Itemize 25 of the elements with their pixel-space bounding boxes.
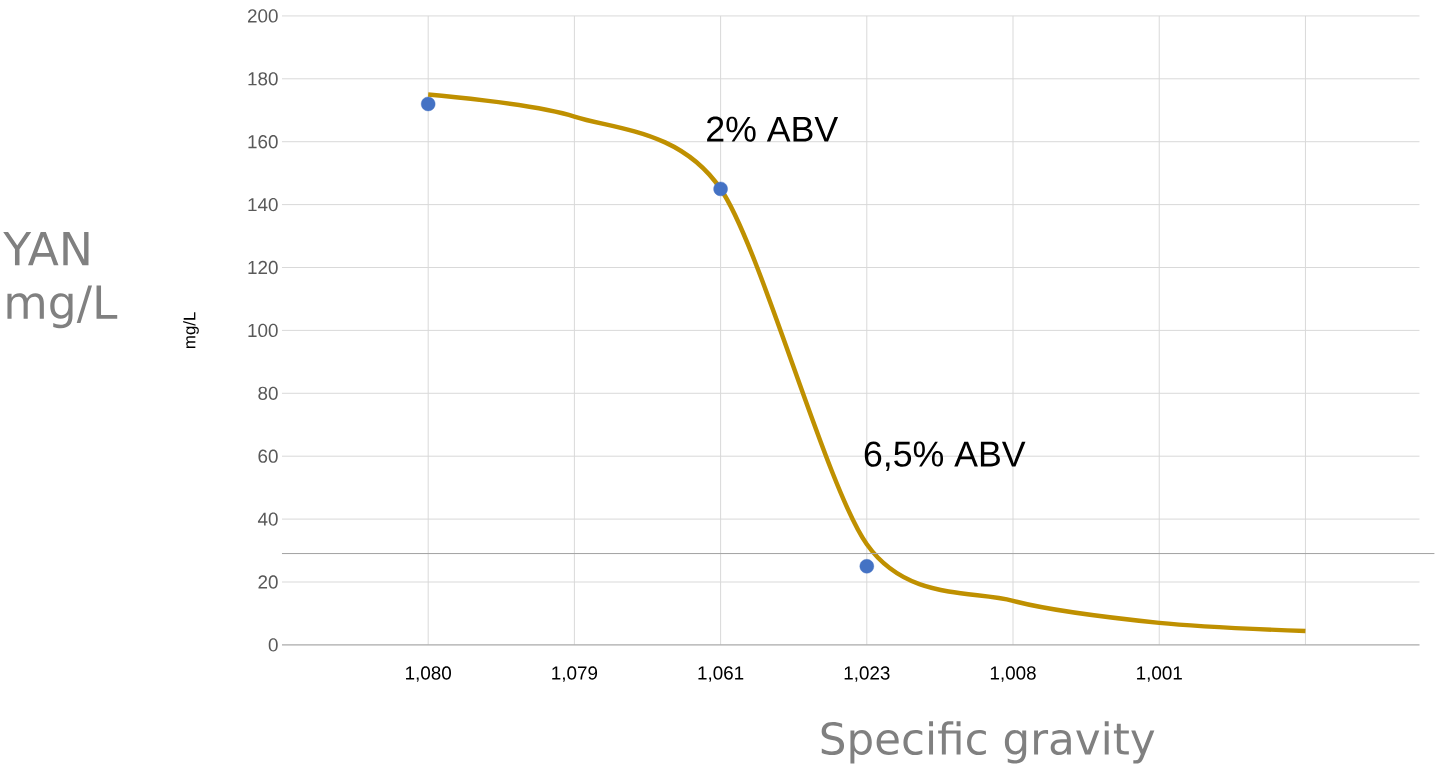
- annotation: 2% ABV: [707, 116, 839, 142]
- x-tick-label: 1,061: [698, 666, 744, 682]
- x-tick-label: 1,023: [844, 666, 890, 682]
- x-axis-title: Specific gravity: [821, 721, 1155, 764]
- y-tick-label: 80: [258, 386, 278, 400]
- y-tick-label: 200: [247, 9, 278, 23]
- y-tick-label: 100: [248, 323, 278, 337]
- text: YAN mg/L: [3, 231, 118, 329]
- x-tick-label: 1,001: [1137, 666, 1182, 682]
- y-tick-label: 0: [268, 638, 278, 652]
- y-tick-label: 20: [258, 575, 278, 589]
- x-tick-label: 1,008: [990, 666, 1036, 682]
- y-tick-label: 40: [257, 512, 278, 526]
- point: [421, 96, 436, 111]
- y-tick-label: 180: [248, 71, 278, 86]
- x-tick-label: 1,080: [406, 666, 451, 682]
- point: [859, 558, 874, 574]
- point: [713, 181, 728, 196]
- y-tick-label: 140: [248, 197, 278, 212]
- y-tick-label: 160: [248, 134, 278, 149]
- y-axis-title: mg/L: [183, 312, 199, 348]
- y-tick-label: 60: [258, 449, 278, 463]
- annotation: 6,5% ABV: [864, 441, 1026, 471]
- y-tick-label: 120: [248, 260, 278, 275]
- x-tick-label: 1,079: [552, 666, 598, 682]
